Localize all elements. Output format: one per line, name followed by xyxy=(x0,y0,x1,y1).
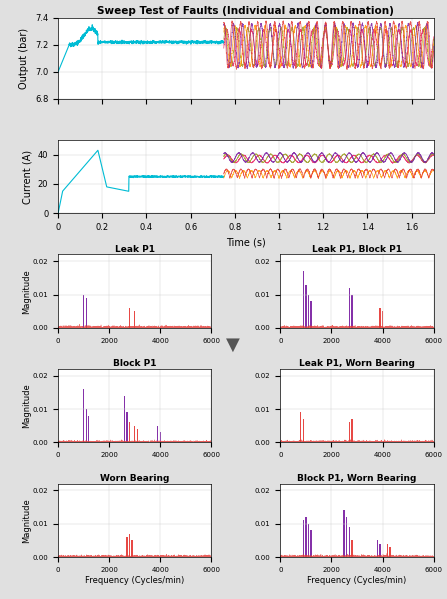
Bar xyxy=(349,422,350,443)
Bar xyxy=(349,288,350,328)
Bar xyxy=(351,540,353,557)
Y-axis label: Output (bar): Output (bar) xyxy=(20,28,30,89)
Title: Leak P1, Worn Bearing: Leak P1, Worn Bearing xyxy=(299,359,415,368)
Bar xyxy=(303,271,304,328)
Title: Leak P1: Leak P1 xyxy=(115,245,155,254)
Bar xyxy=(131,540,133,557)
Y-axis label: Magnitude: Magnitude xyxy=(22,269,31,313)
Title: Block P1: Block P1 xyxy=(113,359,156,368)
Bar xyxy=(303,419,304,443)
Bar xyxy=(308,295,309,328)
Bar xyxy=(157,426,158,443)
Bar xyxy=(160,432,161,443)
Bar xyxy=(310,530,312,557)
Bar xyxy=(346,517,347,557)
X-axis label: Frequency (Cycles/min): Frequency (Cycles/min) xyxy=(85,576,184,585)
Bar xyxy=(124,396,125,443)
Bar xyxy=(387,544,388,557)
Y-axis label: Current (A): Current (A) xyxy=(22,150,32,204)
Bar xyxy=(351,419,353,443)
Text: ▼: ▼ xyxy=(225,335,240,353)
Bar xyxy=(85,409,87,443)
Title: Leak P1, Block P1: Leak P1, Block P1 xyxy=(312,245,402,254)
Bar xyxy=(305,517,307,557)
Title: Sweep Test of Faults (Individual and Combination): Sweep Test of Faults (Individual and Com… xyxy=(97,6,394,16)
X-axis label: Frequency (Cycles/min): Frequency (Cycles/min) xyxy=(308,576,407,585)
X-axis label: Time (s): Time (s) xyxy=(226,238,266,247)
Bar xyxy=(83,389,84,443)
Bar xyxy=(351,295,353,328)
Bar xyxy=(83,295,84,328)
Bar xyxy=(349,527,350,557)
Bar xyxy=(379,308,381,328)
Bar xyxy=(303,521,304,557)
Bar xyxy=(129,308,131,328)
Bar xyxy=(305,285,307,328)
Bar xyxy=(379,544,381,557)
Bar xyxy=(300,413,301,443)
Bar xyxy=(382,311,383,328)
Bar xyxy=(308,524,309,557)
Bar xyxy=(343,510,345,557)
Bar xyxy=(134,426,135,443)
Bar xyxy=(310,301,312,328)
Bar xyxy=(377,540,378,557)
Title: Block P1, Worn Bearing: Block P1, Worn Bearing xyxy=(297,474,417,483)
Bar xyxy=(134,311,135,328)
Bar xyxy=(127,413,128,443)
Bar xyxy=(129,422,131,443)
Y-axis label: Magnitude: Magnitude xyxy=(22,383,31,428)
Bar xyxy=(137,429,138,443)
Bar xyxy=(129,534,131,557)
Bar xyxy=(389,547,391,557)
Bar xyxy=(85,298,87,328)
Bar xyxy=(127,537,128,557)
Y-axis label: Magnitude: Magnitude xyxy=(22,498,31,543)
Bar xyxy=(88,416,89,443)
Title: Worn Bearing: Worn Bearing xyxy=(100,474,169,483)
